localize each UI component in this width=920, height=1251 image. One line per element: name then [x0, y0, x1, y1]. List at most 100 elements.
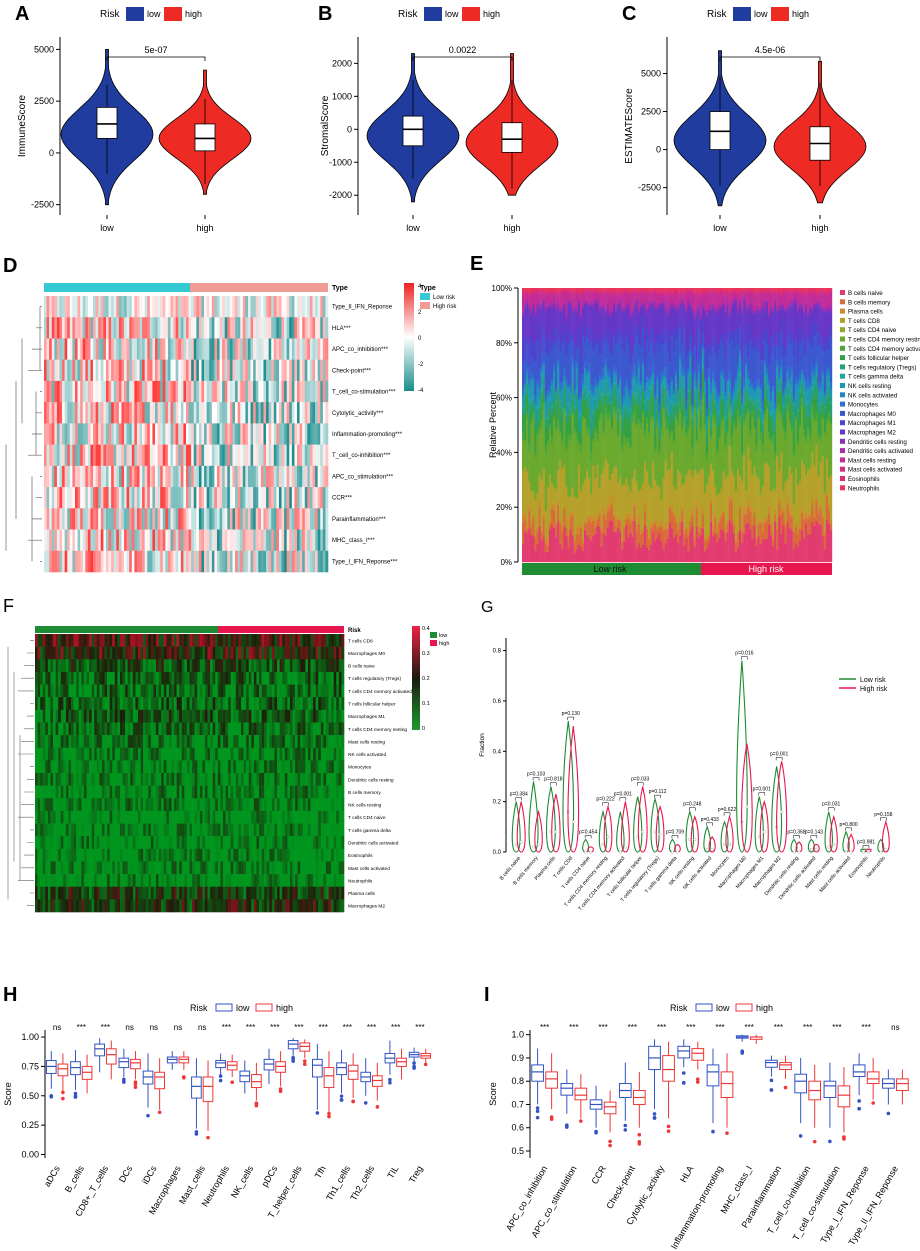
bar-segment	[598, 526, 601, 563]
stacked-bar	[643, 288, 647, 563]
bar-segment	[815, 499, 818, 502]
bar-segment	[817, 510, 820, 514]
bar-segment	[813, 290, 816, 291]
heatmap-cell	[87, 359, 91, 382]
bar-segment	[524, 305, 527, 310]
bar-segment	[532, 308, 535, 343]
heatmap-cell	[186, 317, 189, 339]
heatmap-cell	[201, 465, 205, 488]
bar-segment	[755, 288, 758, 293]
heatmap-cell	[196, 508, 200, 530]
bar-segment	[567, 333, 570, 345]
bar-segment	[623, 290, 626, 291]
bar-segment	[617, 483, 620, 516]
heatmap-cell	[198, 402, 202, 424]
heatmap-cell	[183, 465, 187, 488]
heatmap-cell	[186, 529, 189, 552]
heatmap-cell	[193, 402, 197, 424]
bar-segment	[656, 396, 659, 410]
bar-segment	[666, 429, 669, 470]
bar-segment	[677, 542, 680, 563]
bar-segment	[594, 288, 597, 290]
bar-segment	[751, 399, 754, 404]
bar-segment	[629, 409, 632, 412]
bar-segment	[575, 289, 578, 291]
bar-segment	[600, 290, 603, 292]
heatmap-cell	[111, 487, 115, 509]
heatmap-cell	[307, 338, 311, 360]
heatmap-cell	[302, 444, 306, 467]
bar-segment	[670, 400, 674, 405]
bar-segment	[619, 416, 622, 477]
bar-segment	[546, 429, 550, 441]
bar-segment	[571, 394, 574, 413]
bar-segment	[594, 520, 597, 529]
bar-segment	[739, 302, 742, 306]
heatmap-cell	[170, 380, 174, 403]
bar-segment	[548, 307, 552, 338]
bar-segment	[801, 342, 804, 370]
bar-segment	[683, 369, 686, 375]
bar-segment	[559, 389, 562, 394]
heatmap-cell	[266, 402, 269, 424]
bar-segment	[612, 468, 616, 515]
bar-segment	[625, 477, 628, 480]
heatmap-cell	[131, 359, 135, 382]
bar-segment	[681, 291, 684, 294]
heatmap-cell	[142, 359, 145, 382]
bar-segment	[728, 292, 731, 296]
heatmap-cell	[312, 465, 316, 488]
bar-segment	[654, 428, 657, 449]
heatmap-cell	[317, 317, 321, 339]
bar-segment	[798, 378, 802, 382]
heatmap-cell	[229, 444, 233, 467]
bar-segment	[796, 290, 800, 292]
heatmap-cell	[136, 550, 140, 573]
bar-segment	[534, 537, 537, 551]
bar-segment	[683, 304, 686, 308]
bar-segment	[536, 406, 539, 409]
heatmap-cell	[260, 359, 264, 382]
bar-segment	[571, 362, 574, 368]
bar-segment	[689, 350, 692, 355]
heatmap-cell	[317, 487, 321, 509]
heatmap-cell	[121, 550, 125, 573]
bar-segment	[736, 469, 740, 531]
bar-segment	[610, 381, 614, 387]
bar-segment	[623, 435, 626, 439]
bar-segment	[825, 459, 829, 494]
heatmap-cell	[49, 508, 53, 530]
heatmap-cell	[297, 423, 300, 445]
stacked-bar	[662, 288, 665, 563]
bar-segment	[596, 385, 599, 388]
bar-segment	[772, 530, 775, 539]
heatmap-cell	[196, 487, 200, 509]
bar-segment	[732, 330, 736, 347]
heatmap-cell	[276, 317, 280, 339]
bar-segment	[672, 393, 676, 396]
bar-segment	[617, 303, 620, 306]
bar-segment	[679, 304, 682, 319]
bar-segment	[672, 296, 676, 303]
heatmap-cell	[235, 444, 238, 467]
bar-segment	[639, 383, 643, 386]
heatmap-cell	[74, 550, 78, 573]
heatmap-cell	[214, 402, 218, 424]
bar-segment	[584, 417, 587, 420]
bar-segment	[546, 288, 550, 292]
heatmap-cell	[235, 317, 238, 339]
bar-segment	[524, 394, 527, 396]
bar-segment	[590, 300, 593, 304]
heatmap-cell	[87, 487, 91, 509]
bar-segment	[757, 288, 760, 292]
bar-segment	[619, 409, 622, 417]
bar-segment	[652, 305, 655, 330]
bar-segment	[708, 475, 711, 533]
bar-segment	[637, 291, 640, 297]
bar-segment	[689, 291, 692, 303]
bar-segment	[736, 369, 740, 373]
bar-segment	[625, 319, 628, 340]
bar-segment	[668, 508, 671, 524]
bar-segment	[827, 366, 831, 372]
bar-segment	[604, 381, 607, 397]
